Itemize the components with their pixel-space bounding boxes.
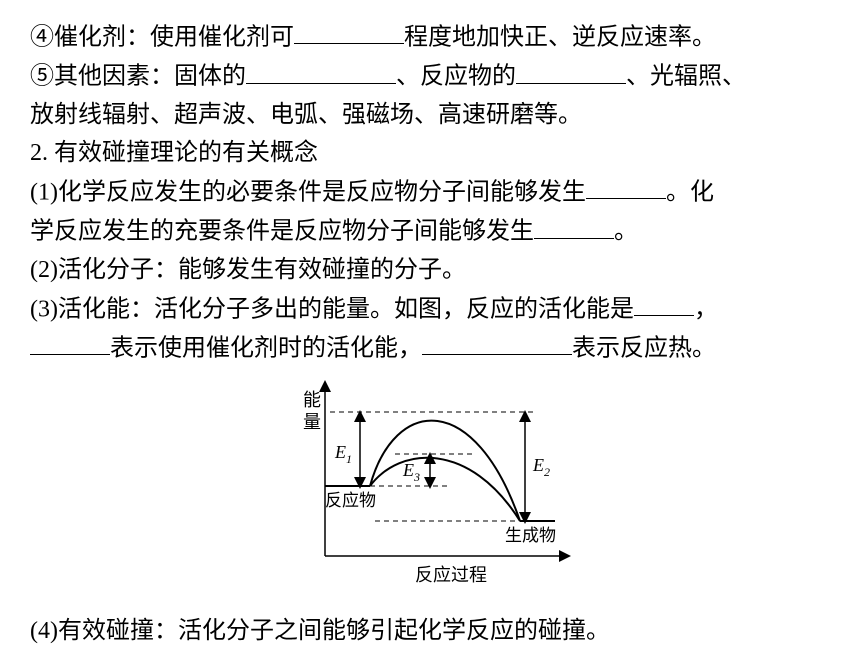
blank-reaction-heat[interactable] bbox=[422, 329, 572, 355]
blank-solid[interactable] bbox=[246, 57, 396, 83]
blank-reactant[interactable] bbox=[516, 57, 626, 83]
line-activation-energy: (3)活化能：活化分子多出的能量。如图，反应的活化能是 ， bbox=[30, 290, 830, 327]
blank-catalyst[interactable] bbox=[294, 18, 404, 44]
y-axis-label-2: 量 bbox=[303, 412, 321, 432]
blank-sufficient[interactable] bbox=[534, 212, 614, 238]
line-other-factors-cont: 放射线辐射、超声波、电弧、强磁场、高速研磨等。 bbox=[30, 97, 830, 133]
y-axis-label-1: 能 bbox=[303, 390, 321, 410]
line-necessary-condition: (1)化学反应发生的必要条件是反应物分子间能够发生 。化 bbox=[30, 173, 830, 210]
text: 。 bbox=[614, 219, 638, 245]
blank-activation-energy[interactable] bbox=[634, 290, 694, 316]
line-heading-collision: 2. 有效碰撞理论的有关概念 bbox=[30, 135, 830, 171]
text: ， bbox=[694, 296, 718, 322]
text: 、光辐照、 bbox=[626, 64, 746, 90]
reactant-label: 反应物 bbox=[325, 491, 376, 510]
text: 学反应发生的充要条件是反应物分子间能够发生 bbox=[30, 219, 534, 245]
text: 。化 bbox=[666, 179, 714, 205]
line-active-molecule: (2)活化分子：能够发生有效碰撞的分子。 bbox=[30, 252, 830, 288]
text: 表示反应热。 bbox=[572, 335, 716, 361]
text: ⑤其他因素：固体的 bbox=[30, 64, 246, 90]
x-axis-label: 反应过程 bbox=[415, 565, 487, 585]
text: (4)有效碰撞：活化分子之间能够引起化学反应的碰撞。 bbox=[30, 618, 610, 644]
line-other-factors: ⑤其他因素：固体的 、反应物的 、光辐照、 bbox=[30, 57, 830, 94]
line-catalyst: ④催化剂：使用催化剂可 程度地加快正、逆反应速率。 bbox=[30, 18, 830, 55]
text: 2. 有效碰撞理论的有关概念 bbox=[30, 140, 318, 166]
text: (1)化学反应发生的必要条件是反应物分子间能够发生 bbox=[30, 179, 586, 205]
text: (3)活化能：活化分子多出的能量。如图，反应的活化能是 bbox=[30, 296, 634, 322]
text: 表示使用催化剂时的活化能， bbox=[110, 335, 422, 361]
blank-necessary[interactable] bbox=[586, 173, 666, 199]
text: 程度地加快正、逆反应速率。 bbox=[404, 24, 716, 50]
text: 、反应物的 bbox=[396, 64, 516, 90]
text: 放射线辐射、超声波、电弧、强磁场、高速研磨等。 bbox=[30, 102, 582, 128]
E3-label: E3 bbox=[402, 460, 420, 484]
energy-diagram: 能 量 E1 E3 E2 反应物 生成物 反应过程 bbox=[30, 376, 830, 607]
text: (2)活化分子：能够发生有效碰撞的分子。 bbox=[30, 257, 466, 283]
line-sufficient-condition: 学反应发生的充要条件是反应物分子间能够发生 。 bbox=[30, 212, 830, 249]
product-label: 生成物 bbox=[505, 526, 556, 545]
line-effective-collision: (4)有效碰撞：活化分子之间能够引起化学反应的碰撞。 bbox=[30, 613, 830, 649]
line-catalyst-energy: 表示使用催化剂时的活化能， 表示反应热。 bbox=[30, 329, 830, 366]
E2-label: E2 bbox=[532, 455, 550, 479]
blank-catalyst-energy[interactable] bbox=[30, 329, 110, 355]
E1-label: E1 bbox=[334, 442, 352, 466]
text: ④催化剂：使用催化剂可 bbox=[30, 24, 294, 50]
